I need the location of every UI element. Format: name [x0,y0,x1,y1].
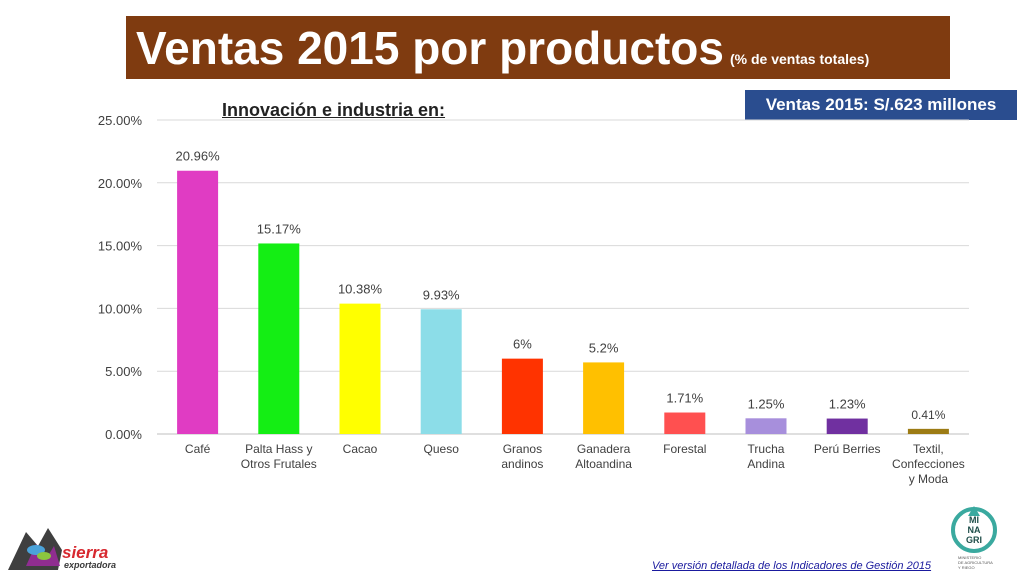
data-label: 15.17% [257,221,302,236]
bar [177,170,219,434]
bar [907,428,949,434]
x-tick-label: Confecciones [892,457,965,471]
data-label: 6% [513,337,532,352]
minagri-line-3: GRI [966,535,982,545]
bar-chart: 0.00% 5.00% 10.00% 15.00% 20.00% 25.00% 20.96%… [98,113,969,486]
x-tick-label: Cacao [343,442,378,456]
y-tick-label: 25.00% [98,113,143,128]
data-label: 5.2% [589,340,619,355]
minagri-line-2: NA [968,525,981,535]
x-tick-label: Otros Frutales [241,457,317,471]
data-label: 10.38% [338,282,383,297]
y-tick-label: 10.00% [98,301,143,316]
title-main-text: Ventas 2015 por productos [136,22,724,74]
minagri-line-1: MI [969,515,979,525]
y-tick-label: 15.00% [98,239,143,254]
logo-left-name: sierra [62,543,108,562]
data-label: 1.71% [666,391,703,406]
bar [258,243,300,434]
x-tick-label: y Moda [909,472,949,486]
bar [583,362,625,434]
x-tick-label: Café [185,442,211,456]
chart-subtitle: Innovación e industria en: [222,100,446,120]
indicators-report-link[interactable]: Ver versión detallada de los Indicadores… [652,560,932,572]
logo-left-tagline: exportadora [64,560,116,570]
y-tick-label: 20.00% [98,176,143,191]
bar [664,412,706,434]
x-tick-label: Granos [503,442,542,456]
x-tick-label: andinos [501,457,543,471]
title-banner: Ventas 2015 por productos (% de ventas to… [126,16,950,79]
y-tick-label: 5.00% [105,364,142,379]
x-tick-label: Forestal [663,442,706,456]
x-tick-label: Altoandina [575,457,632,471]
bar [501,358,543,434]
page-title: Ventas 2015 por productos (% de ventas to… [136,20,869,87]
x-tick-label: Palta Hass y [245,442,312,456]
minagri-logo: MI NA GRI MINISTERIO DE AGRICULTURA Y RI… [951,506,997,570]
x-tick-label: Textil, [913,442,944,456]
bar [745,418,787,434]
x-tick-label: Perú Berries [814,442,881,456]
bar [420,309,462,434]
data-label: 20.96% [176,149,221,164]
data-label: 9.93% [423,287,460,302]
bar [826,418,868,434]
title-subtitle: (% de ventas totales) [729,51,870,67]
sierra-exportadora-logo: sierra exportadora [8,528,116,570]
x-tick-label: Ganadera [577,442,631,456]
sales-total-badge: Ventas 2015: S/.623 millones [745,90,1017,120]
minagri-caption-2: DE AGRICULTURA [958,560,993,565]
data-label: 1.25% [748,396,785,411]
x-tick-label: Queso [424,442,460,456]
bar [339,303,381,434]
y-tick-label: 0.00% [105,427,142,442]
data-label: 1.23% [829,397,866,412]
minagri-caption-1: MINISTERIO [958,555,981,560]
data-label: 0.41% [911,408,945,422]
x-tick-label: Andina [747,457,785,471]
minagri-caption-3: Y RIEGO [958,565,975,570]
x-tick-label: Trucha [748,442,785,456]
